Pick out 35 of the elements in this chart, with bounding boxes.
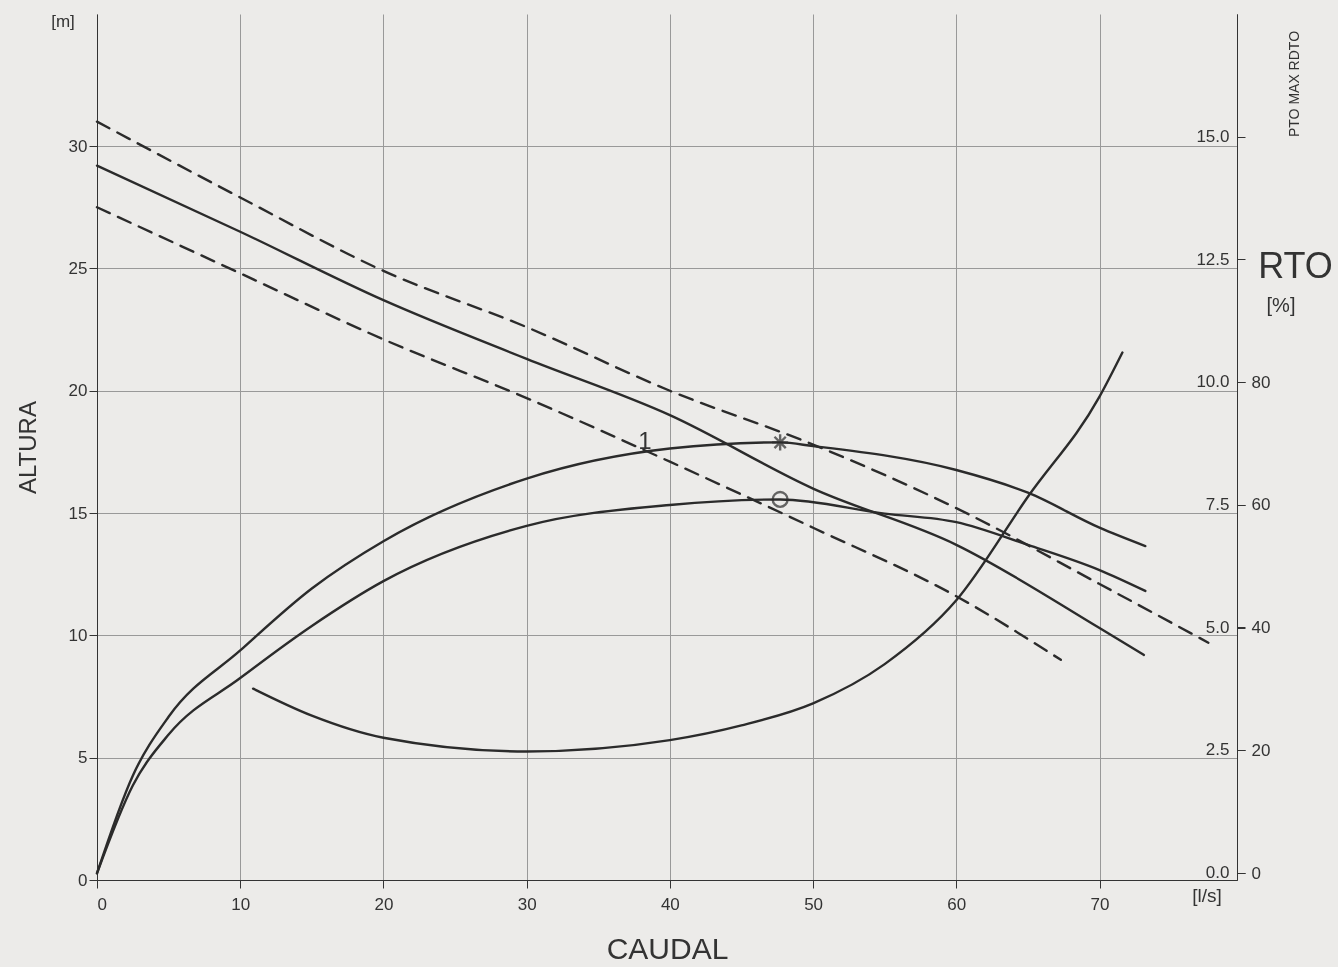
y2-tick-label: 12.5	[1196, 249, 1230, 269]
x-tick-label: 40	[660, 894, 680, 914]
y3-tick-label: 60	[1251, 495, 1271, 515]
annotation: 1	[638, 427, 652, 455]
x-tick-label: 20	[374, 894, 394, 914]
y-tick-label: 25	[68, 258, 88, 278]
y3-tick-label: 0	[1251, 863, 1261, 883]
y-tick-label: 20	[68, 381, 88, 401]
y3-tick-label: 80	[1251, 372, 1271, 392]
x-tick-label: 30	[517, 894, 537, 914]
y-tick-label: 10	[68, 625, 88, 645]
y2-tick-label: 10.0	[1196, 372, 1230, 392]
text: [m]	[51, 12, 75, 31]
x-tick-label: 0	[97, 894, 107, 914]
x-tick-label: 70	[1090, 894, 1110, 914]
x-axis-title: CAUDAL	[606, 931, 729, 965]
text: [%]	[1266, 294, 1296, 316]
y3-tick-label: 20	[1251, 741, 1271, 760]
y2-tick-label: 7.5	[1205, 495, 1230, 515]
x-tick-label: 60	[947, 894, 967, 914]
y2-tick-label: 0.0	[1205, 863, 1230, 883]
y-tick-label: 30	[68, 136, 88, 156]
y2-tick-label: 5.0	[1205, 617, 1230, 637]
y-axis-title: ALTURA	[13, 401, 41, 494]
x-tick-label: 10	[231, 894, 251, 914]
text: PTO MAX RDTO	[1286, 30, 1302, 138]
y2-tick-label: 2.5	[1205, 740, 1230, 760]
y3-axis-title: RTO	[1258, 244, 1333, 286]
x-tick-label: 50	[804, 894, 824, 914]
y2-tick-label: 15.0	[1196, 127, 1230, 147]
text: [l/s]	[1192, 885, 1222, 906]
y-tick-label: 5	[78, 748, 88, 768]
y-tick-label: 15	[68, 503, 88, 523]
y-tick-label: 0	[78, 870, 88, 890]
y3-tick-label: 40	[1251, 618, 1271, 638]
